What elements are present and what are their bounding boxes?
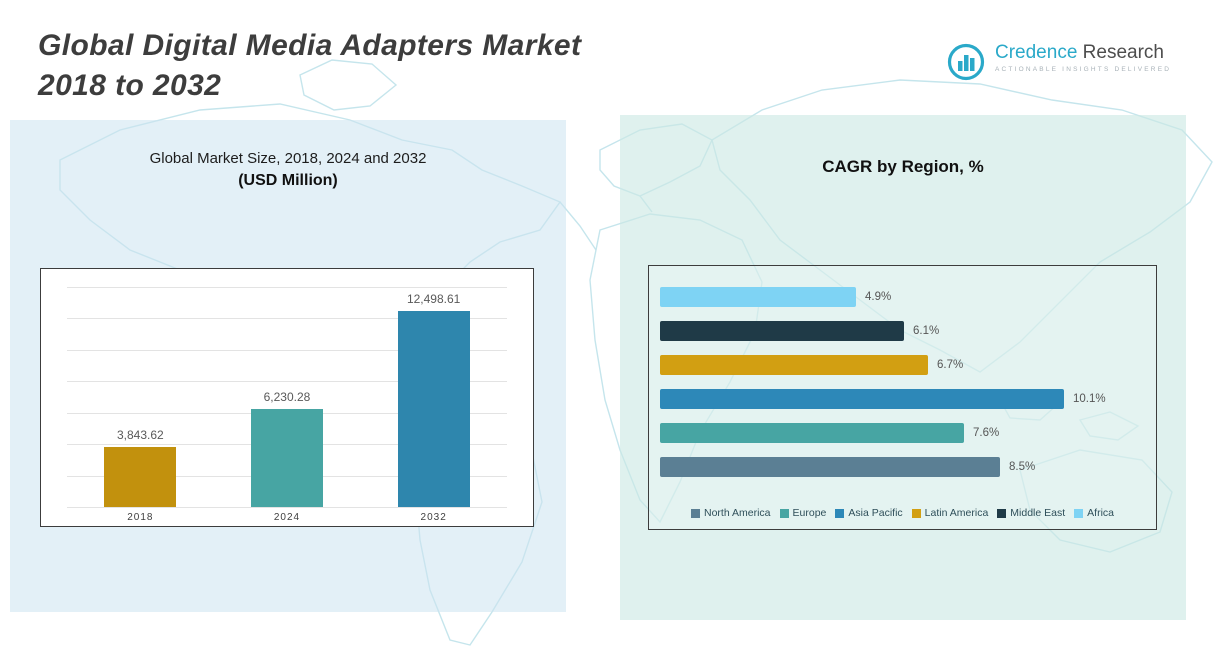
legend-swatch	[911, 508, 921, 518]
legend-swatch	[779, 508, 789, 518]
legend-item-africa: Africa	[1074, 507, 1114, 519]
cagr-bar-middle-east	[660, 320, 904, 341]
gridline	[67, 381, 507, 383]
market-size-chart-title: Global Market Size, 2018, 2024 and 2032	[149, 150, 427, 167]
cagr-legend: North America Europe Asia Pacific Latin Ame…	[649, 507, 1156, 519]
cagr-bar-europe	[660, 422, 964, 443]
bar-value-label: 12,498.61	[406, 292, 461, 306]
cagr-bar-latin-america	[660, 354, 928, 375]
cagr-value-label: 8.5%	[1009, 460, 1036, 473]
cagr-chart: 4.9% 6.1% 6.7% 10.1% 7.6% 8.5% North America E…	[648, 265, 1157, 530]
gridline	[67, 318, 507, 320]
cagr-chart-title: CAGR by Region, %	[822, 157, 984, 176]
legend-item-asia-pacific: Asia Pacific	[835, 507, 903, 519]
cagr-value-label: 4.9%	[865, 290, 892, 303]
logo-text: Credence Research Actionable Insights De…	[995, 42, 1171, 73]
logo-brand: Credence Research	[995, 42, 1171, 64]
legend-swatch	[997, 508, 1007, 518]
cagr-value-label: 7.6%	[973, 426, 1000, 439]
bar-group-2032: 12,498.61	[396, 292, 472, 507]
cagr-value-label: 10.1%	[1073, 392, 1106, 405]
gridline	[67, 349, 507, 351]
market-size-panel: Global Market Size, 2018, 2024 and 2032 …	[10, 120, 566, 612]
cagr-value-label: 6.1%	[913, 324, 940, 337]
bar-value-label: 3,843.62	[116, 428, 164, 442]
category-label-2018: 2018	[127, 512, 154, 523]
cagr-bar-africa	[660, 286, 856, 307]
bar-chart-circle-icon	[947, 43, 985, 81]
credence-research-logo: Credence Research Actionable Insights De…	[946, 42, 1171, 82]
cagr-row-asia-pacific: 10.1%	[660, 388, 1145, 409]
page-title: Global Digital Media Adapters Market 201…	[38, 26, 581, 105]
market-size-chart: 3,843.62 6,230.28 12,498.61 2018 2024 2032	[40, 268, 534, 527]
legend-swatch	[691, 508, 700, 518]
legend-label: Africa	[1087, 507, 1114, 519]
cagr-row-africa: 4.9%	[660, 286, 1145, 307]
bar-2024	[250, 409, 323, 507]
page-title-line2: 2018 to 2032	[38, 68, 222, 102]
market-size-plot: 3,843.62 6,230.28 12,498.61	[67, 287, 507, 508]
cagr-bar-asia-pacific	[660, 388, 1064, 409]
cagr-rows: 4.9% 6.1% 6.7% 10.1% 7.6% 8.5%	[660, 286, 1145, 490]
legend-label: Asia Pacific	[848, 507, 903, 519]
cagr-panel: CAGR by Region, % 4.9% 6.1% 6.7% 10.1% 7.6% 8…	[620, 115, 1186, 620]
gridline	[67, 287, 507, 288]
market-size-chart-subtitle: (USD Million)	[238, 172, 338, 189]
cagr-bar-north-america	[660, 456, 1000, 477]
market-size-categories: 2018 2024 2032	[67, 512, 507, 523]
page-title-line1: Global Digital Media Adapters Market	[38, 29, 582, 62]
cagr-value-label: 6.7%	[937, 358, 964, 371]
category-label-2024: 2024	[273, 512, 301, 523]
legend-item-middle-east: Middle East	[997, 507, 1065, 519]
bar-2018	[104, 447, 177, 507]
legend-swatch	[835, 508, 845, 518]
bar-2032	[397, 311, 470, 507]
logo-brand-secondary: Research	[1077, 42, 1164, 63]
bar-group-2024: 6,230.28	[249, 390, 325, 507]
cagr-row-latin-america: 6.7%	[660, 354, 1145, 375]
cagr-row-middle-east: 6.1%	[660, 320, 1145, 341]
legend-item-latin-america: Latin America	[911, 507, 989, 519]
category-label-2032: 2032	[420, 512, 447, 523]
legend-label: Middle East	[1010, 507, 1066, 519]
logo-brand-primary: Credence	[995, 42, 1078, 63]
legend-label: North America	[704, 507, 771, 519]
cagr-row-north-america: 8.5%	[660, 456, 1145, 477]
bar-value-label: 6,230.28	[263, 390, 311, 404]
legend-item-north-america: North America	[691, 507, 771, 519]
legend-label: Latin America	[924, 507, 989, 519]
legend-swatch	[1074, 508, 1084, 518]
gridline	[67, 507, 507, 508]
bar-group-2018: 3,843.62	[102, 428, 178, 507]
legend-item-europe: Europe	[779, 507, 827, 519]
cagr-row-europe: 7.6%	[660, 422, 1145, 443]
market-size-bars: 3,843.62 6,230.28 12,498.61	[67, 287, 507, 507]
legend-label: Europe	[792, 507, 827, 519]
logo-tagline: Actionable Insights Delivered	[995, 66, 1172, 73]
